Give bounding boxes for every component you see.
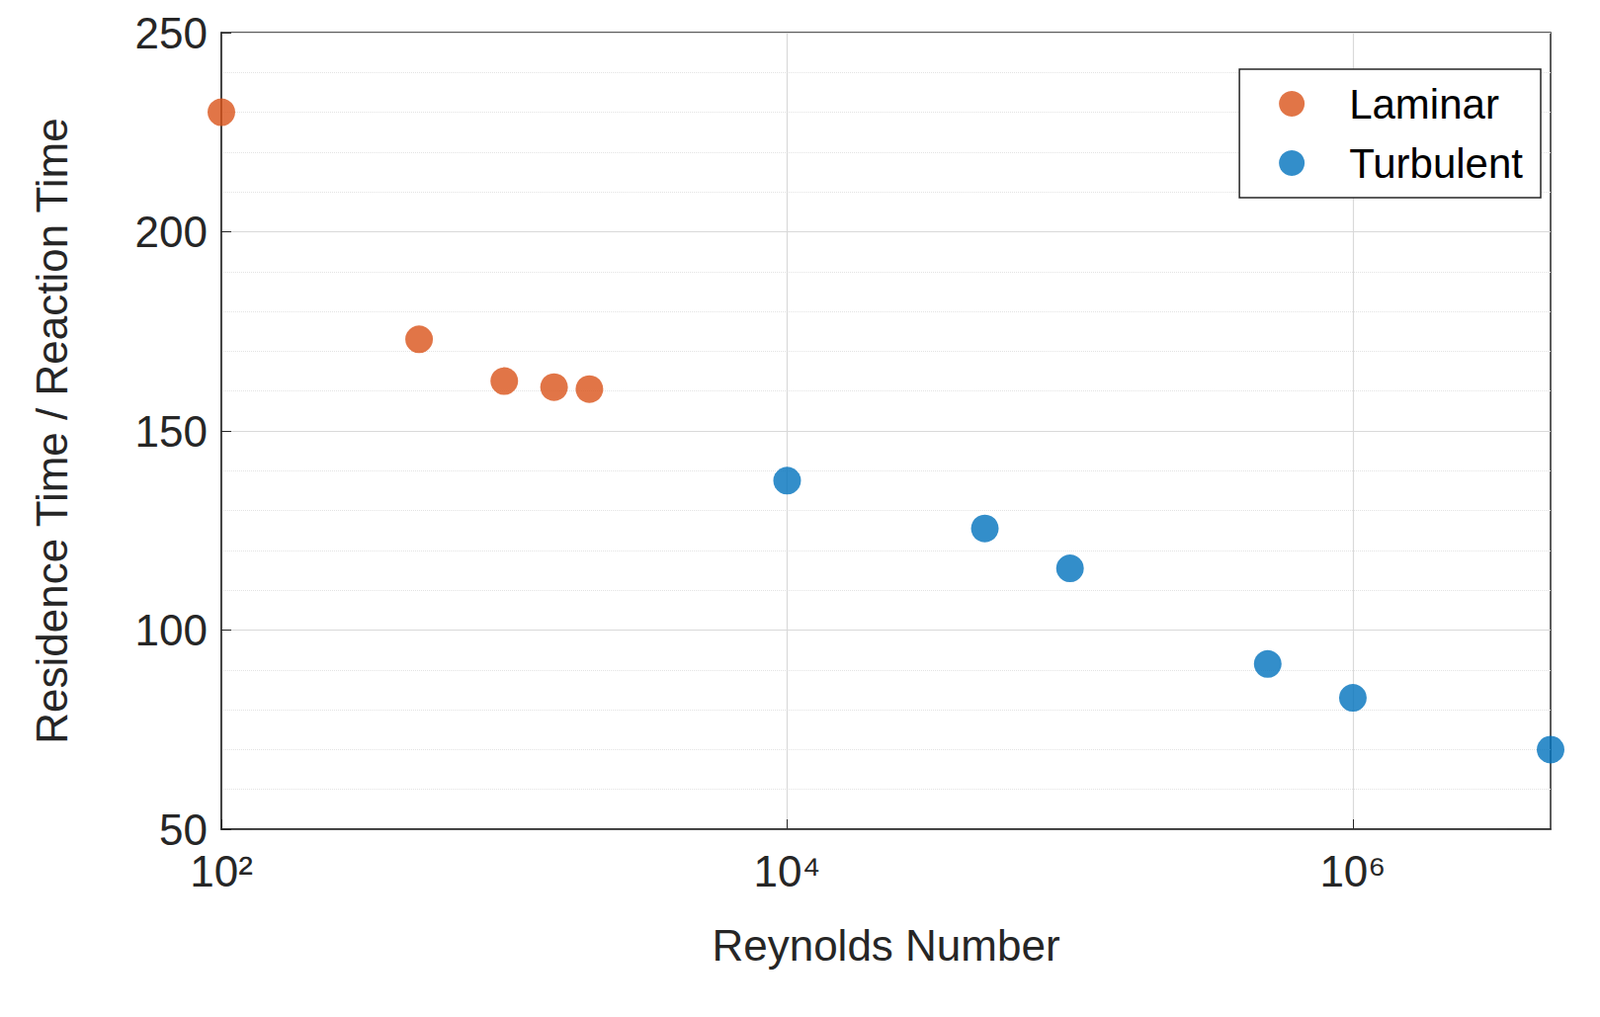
svg-text:50: 50 xyxy=(159,804,208,854)
svg-text:100: 100 xyxy=(135,605,208,655)
svg-text:Laminar: Laminar xyxy=(1348,81,1500,128)
svg-text:10⁴: 10⁴ xyxy=(754,846,822,896)
svg-text:250: 250 xyxy=(135,8,208,58)
svg-text:Reynolds Number: Reynolds Number xyxy=(711,921,1060,970)
svg-text:200: 200 xyxy=(135,207,208,256)
svg-text:Residence Time / Reaction Time: Residence Time / Reaction Time xyxy=(27,117,77,744)
svg-text:10⁶: 10⁶ xyxy=(1319,846,1386,896)
svg-text:10²: 10² xyxy=(189,846,253,896)
svg-text:150: 150 xyxy=(135,407,208,456)
svg-text:Turbulent: Turbulent xyxy=(1348,140,1523,187)
